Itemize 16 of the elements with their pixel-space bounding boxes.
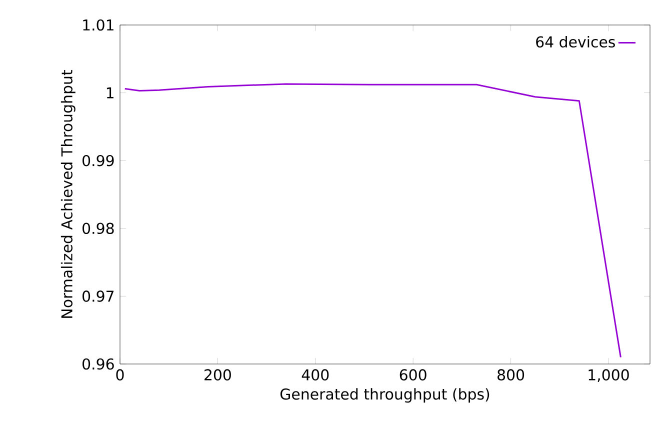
x-axis-title: Generated throughput (bps) — [280, 388, 490, 403]
line-series — [124, 83, 622, 358]
y-tick-label: 0.97 — [82, 290, 114, 302]
y-axis-title: Normalized Achieved Throughput — [60, 70, 76, 318]
x-tick-label: 1,000 — [588, 369, 629, 382]
y-tick-label: 0.98 — [82, 222, 114, 234]
x-tick-label: 200 — [204, 369, 231, 380]
y-tick-label: 0.96 — [82, 358, 114, 370]
y-tick-label: 1.01 — [83, 19, 114, 31]
x-tick-label: 800 — [498, 369, 524, 380]
x-tick-label: 0 — [116, 369, 124, 380]
y-tick-label: 0.99 — [82, 154, 114, 166]
x-tick-label: 600 — [400, 369, 426, 380]
y-tick-label: 1 — [106, 87, 114, 98]
legend-label: 64 devices — [536, 36, 615, 48]
x-tick-label: 400 — [302, 369, 329, 380]
